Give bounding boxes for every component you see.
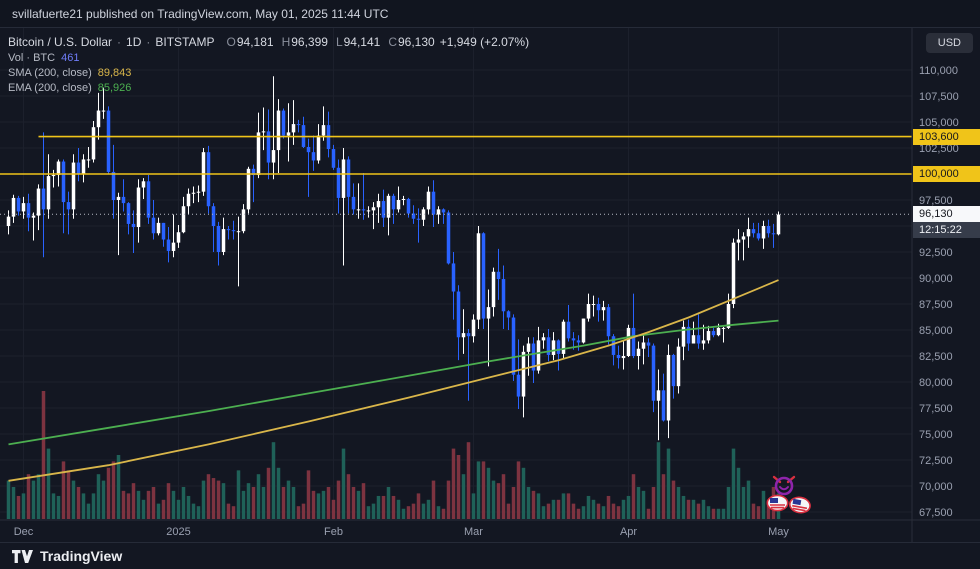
ema-row: EMA (200, close) 85,926 bbox=[8, 80, 529, 95]
svg-text:110,000: 110,000 bbox=[919, 65, 958, 77]
svg-text:Dec: Dec bbox=[14, 526, 34, 538]
candles bbox=[6, 76, 781, 441]
close-value: 96,130 bbox=[398, 34, 435, 49]
volume-label: Vol · BTC bbox=[8, 51, 56, 64]
ema-label: EMA (200, close) bbox=[8, 81, 92, 94]
svg-text:107,500: 107,500 bbox=[919, 91, 959, 103]
us-flag-sticker-icon bbox=[786, 494, 813, 521]
chart-area: 110,000 107,500 105,000 102,500 97,500 92,500… bbox=[0, 28, 980, 542]
grid-lines bbox=[0, 28, 912, 520]
svg-text:Apr: Apr bbox=[620, 526, 637, 538]
svg-text:Mar: Mar bbox=[464, 526, 483, 538]
ema-value: 85,926 bbox=[97, 81, 132, 94]
currency-toggle-button[interactable]: USD bbox=[925, 33, 973, 53]
volume-row: Vol · BTC 461 bbox=[8, 50, 529, 65]
price-chart[interactable]: 110,000 107,500 105,000 102,500 97,500 92,500… bbox=[0, 28, 980, 542]
high-value: 96,399 bbox=[291, 34, 328, 49]
open-value: 94,181 bbox=[236, 34, 274, 49]
svg-text:90,000: 90,000 bbox=[919, 273, 953, 285]
volume-value: 461 bbox=[61, 51, 80, 64]
svg-text:80,000: 80,000 bbox=[919, 377, 953, 389]
svg-text:72,500: 72,500 bbox=[919, 455, 953, 467]
svg-text:70,000: 70,000 bbox=[919, 481, 953, 493]
interval-label: 1D bbox=[126, 34, 142, 49]
sma-label: SMA (200, close) bbox=[8, 66, 92, 79]
price-line-tag-103600: 103,600 bbox=[913, 129, 980, 145]
us-flag-sticker-icon bbox=[766, 494, 789, 517]
change-value: +1,949 (+2.07%) bbox=[439, 34, 530, 49]
exchange-label: BITSTAMP bbox=[155, 34, 215, 49]
price-rays bbox=[0, 135, 912, 215]
svg-text:82,500: 82,500 bbox=[919, 351, 953, 363]
svg-text:92,500: 92,500 bbox=[919, 247, 953, 259]
low-value: 94,141 bbox=[343, 34, 381, 49]
svg-text:2025: 2025 bbox=[166, 526, 190, 538]
sma-row: SMA (200, close) 89,843 bbox=[8, 65, 529, 80]
separator: · bbox=[146, 34, 151, 49]
axes: 110,000 107,500 105,000 102,500 97,500 92,500… bbox=[0, 28, 980, 542]
bar-countdown-tag: 12:15:22 bbox=[913, 222, 980, 238]
high-pair: H96,399 bbox=[281, 34, 328, 49]
price-line-tag-100000: 100,000 bbox=[913, 166, 980, 182]
symbol-title: Bitcoin / U.S. Dollar bbox=[8, 34, 113, 49]
indicator-lines bbox=[8, 279, 779, 482]
sma-value: 89,843 bbox=[97, 66, 132, 79]
svg-text:77,500: 77,500 bbox=[919, 403, 953, 415]
symbol-row: Bitcoin / U.S. Dollar · 1D · BITSTAMP O9… bbox=[8, 33, 529, 50]
svg-text:102,500: 102,500 bbox=[919, 143, 959, 155]
separator: · bbox=[117, 34, 122, 49]
last-price-tag: 96,130 bbox=[913, 206, 980, 222]
ohlc-values: O94,181 H96,399 L94,141 C96,130 bbox=[227, 35, 435, 49]
svg-text:May: May bbox=[768, 526, 789, 538]
svg-text:97,500: 97,500 bbox=[919, 195, 953, 207]
devil-scribble-sticker-icon bbox=[770, 472, 798, 501]
svg-text:67,500: 67,500 bbox=[919, 507, 953, 519]
close-pair: C96,130 bbox=[388, 34, 435, 49]
footer: TradingView bbox=[0, 542, 980, 569]
volume-bars bbox=[6, 391, 781, 519]
low-pair: L94,141 bbox=[335, 34, 381, 49]
chart-legend: Bitcoin / U.S. Dollar · 1D · BITSTAMP O9… bbox=[8, 33, 529, 95]
tradingview-brand[interactable]: TradingView bbox=[40, 548, 123, 564]
snapshot-topbar: svillafuerte21 published on TradingView.… bbox=[0, 0, 980, 28]
svg-text:85,000: 85,000 bbox=[919, 325, 953, 337]
svg-text:87,500: 87,500 bbox=[919, 299, 953, 311]
ema-line bbox=[8, 319, 779, 446]
svg-text:75,000: 75,000 bbox=[919, 429, 953, 441]
open-pair: O94,181 bbox=[226, 34, 274, 49]
svg-text:105,000: 105,000 bbox=[919, 117, 959, 129]
svg-text:Feb: Feb bbox=[324, 526, 343, 538]
snapshot-attribution: svillafuerte21 published on TradingView.… bbox=[12, 6, 389, 21]
tradingview-logo-icon[interactable] bbox=[12, 549, 33, 563]
sma-line bbox=[8, 279, 779, 482]
